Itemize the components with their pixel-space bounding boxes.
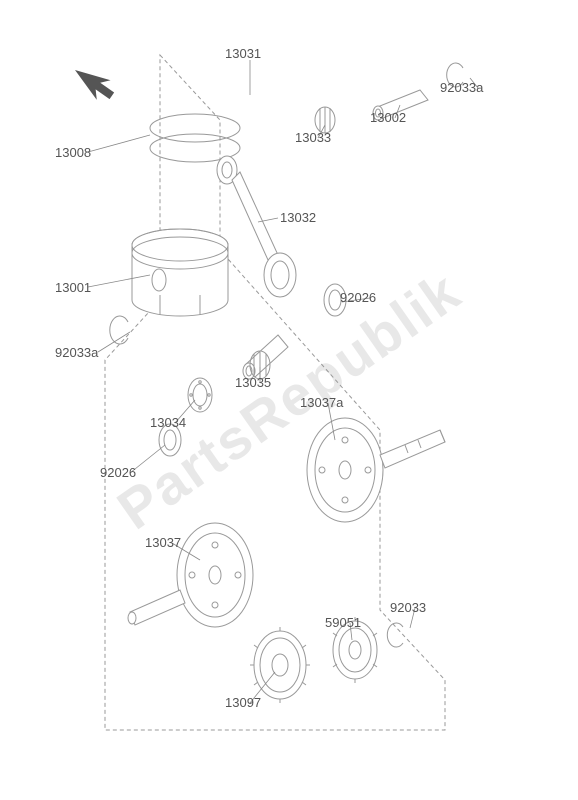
connecting-rod-icon [217,156,296,297]
piston-rings-icon [150,114,240,162]
crank-right-icon [307,418,445,522]
crank-left-icon [128,523,253,627]
circlip-top-icon [447,63,463,87]
piston-icon [132,229,228,316]
washer-top-icon [324,284,346,316]
direction-arrow-icon [68,60,119,105]
bearing-small-icon [315,107,335,133]
circlip-left-icon [110,316,128,344]
pin-small-icon [373,90,428,120]
washer-mid-icon [188,378,212,412]
gear-right-icon [333,617,377,683]
washer-low-icon [159,424,181,456]
assembly-boundary [105,55,445,730]
parts-diagram: PartsRepublik [0,0,578,800]
diagram-svg [0,0,578,800]
